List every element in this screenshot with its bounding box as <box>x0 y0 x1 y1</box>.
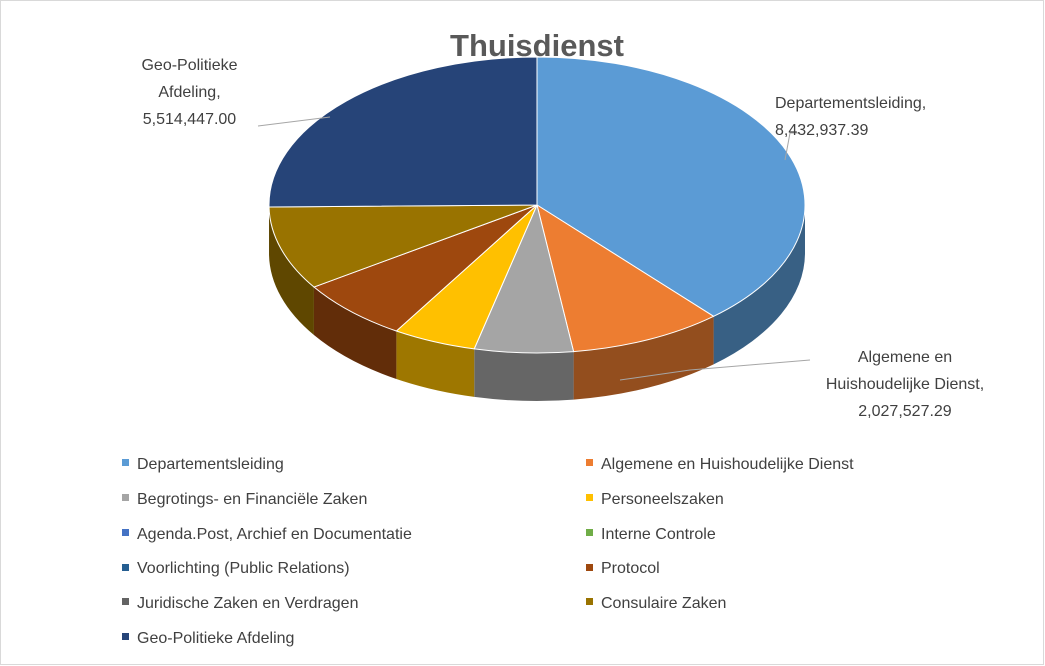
slice-side <box>713 205 805 365</box>
legend-marker <box>586 563 593 571</box>
slice <box>536 203 715 353</box>
data-label-category: Geo-Politieke Afdeling <box>141 57 238 101</box>
slice <box>268 56 538 208</box>
legend-item: Consulaire Zaken <box>586 595 726 613</box>
data-label-value: 5,514,447.00 <box>142 111 237 128</box>
legend-marker <box>586 459 593 467</box>
legend-marker <box>122 528 129 536</box>
legend-item: Interne Controle <box>586 526 716 544</box>
legend-label: Interne Controle <box>601 525 716 543</box>
data-label-value: 8,432,937.39 <box>775 122 869 139</box>
data-label-category: Departementsleiding <box>775 95 922 112</box>
legend-item: Juridische Zaken en Verdragen <box>122 595 358 613</box>
legend-marker <box>122 563 129 571</box>
legend-label: Agenda.Post, Archief en Documentatie <box>137 525 412 543</box>
legend-item: Personeelszaken <box>586 491 724 509</box>
slice <box>536 56 806 317</box>
data-label-category: Algemene en Huishoudelijke Dienst <box>825 349 980 393</box>
legend-item: Agenda.Post, Archief en Documentatie <box>122 526 412 544</box>
data-label-value: 2,027,527.29 <box>858 403 952 420</box>
legend-label: Voorlichting (Public Relations) <box>137 560 350 578</box>
legend-item: Protocol <box>586 560 660 578</box>
leader-line <box>784 132 800 161</box>
legend-label: Departementsleiding <box>137 456 284 473</box>
slice <box>268 204 538 288</box>
legend-item: Voorlichting (Public Relations) <box>122 560 350 578</box>
legend-label: Begrotings- en Financiële Zaken <box>137 490 368 508</box>
legend-label: Protocol <box>601 560 660 578</box>
legend-label: Geo-Politieke Afdeling <box>137 630 295 647</box>
slice-side <box>269 206 314 336</box>
legend-marker <box>586 528 593 536</box>
chart-title: Thuisdienst <box>450 28 624 63</box>
leader-line <box>619 359 811 381</box>
legend-marker <box>122 459 129 467</box>
slice-side <box>474 348 574 402</box>
legend-marker <box>586 598 593 606</box>
data-label-separator: , <box>921 95 927 112</box>
slice-side <box>313 287 397 379</box>
slice-side <box>396 330 475 397</box>
data-label-separator: , <box>979 376 985 393</box>
legend-item: Geo-Politieke Afdeling <box>122 630 294 648</box>
legend-item: Begrotings- en Financiële Zaken <box>122 491 367 509</box>
slice-side <box>573 316 714 400</box>
legend-marker <box>122 494 129 502</box>
data-label-separator: , <box>216 84 221 101</box>
legend-marker <box>122 633 129 641</box>
legend-label: Juridische Zaken en Verdragen <box>137 595 359 613</box>
legend-marker <box>586 494 593 502</box>
slice <box>312 204 538 332</box>
data-label: Geo-Politieke Afdeling, 5,514,447.00 <box>112 52 267 133</box>
legend-item: Departementsleiding <box>122 456 284 474</box>
pie <box>268 56 806 402</box>
legend-label: Algemene en Huishoudelijke Dienst <box>601 456 854 473</box>
legend-item: Algemene en Huishoudelijke Dienst <box>586 456 854 474</box>
data-label: Algemene en Huishoudelijke Dienst, 2,027… <box>810 344 1000 425</box>
legend-marker <box>122 598 129 606</box>
legend-label: Consulaire Zaken <box>601 595 727 613</box>
legend-label: Personeelszaken <box>601 490 724 508</box>
data-label: Departementsleiding, 8,432,937.39 <box>775 90 980 144</box>
leader-line <box>257 116 331 127</box>
